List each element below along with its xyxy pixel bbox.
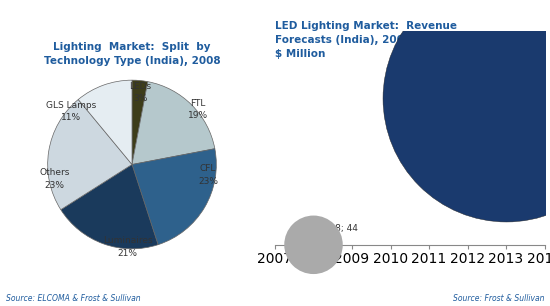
Text: LEDs: LEDs xyxy=(129,82,151,91)
Text: Source: Frost & Sullivan: Source: Frost & Sullivan xyxy=(453,294,544,303)
Text: 2008; 44: 2008; 44 xyxy=(318,224,358,233)
Wedge shape xyxy=(61,165,158,249)
Text: 21%: 21% xyxy=(118,248,138,258)
Text: FTL: FTL xyxy=(190,99,206,108)
Text: 11%: 11% xyxy=(61,113,81,122)
Text: Lighting  Market:  Split  by
Technology Type (India), 2008: Lighting Market: Split by Technology Typ… xyxy=(43,42,221,66)
Text: 19%: 19% xyxy=(188,111,208,120)
Wedge shape xyxy=(48,99,132,210)
Wedge shape xyxy=(78,80,132,165)
Point xyxy=(502,95,510,100)
Wedge shape xyxy=(132,80,148,165)
Wedge shape xyxy=(132,149,216,245)
Point xyxy=(309,242,318,247)
Text: Luminaires: Luminaires xyxy=(103,236,152,245)
Text: 3%: 3% xyxy=(133,94,147,103)
Text: GLS Lamps: GLS Lamps xyxy=(46,101,96,110)
Text: Source: ELCOMA & Frost & Sullivan: Source: ELCOMA & Frost & Sullivan xyxy=(6,294,140,303)
Text: CFL: CFL xyxy=(200,164,216,173)
Text: Others: Others xyxy=(39,168,70,177)
Text: 23%: 23% xyxy=(198,177,218,186)
Text: 2013; 294: 2013; 294 xyxy=(483,125,529,133)
Wedge shape xyxy=(132,82,215,165)
Text: 23%: 23% xyxy=(45,181,64,190)
Text: LED Lighting Market:  Revenue
Forecasts (India), 2008-2013 in
$ Million: LED Lighting Market: Revenue Forecasts (… xyxy=(275,21,459,58)
